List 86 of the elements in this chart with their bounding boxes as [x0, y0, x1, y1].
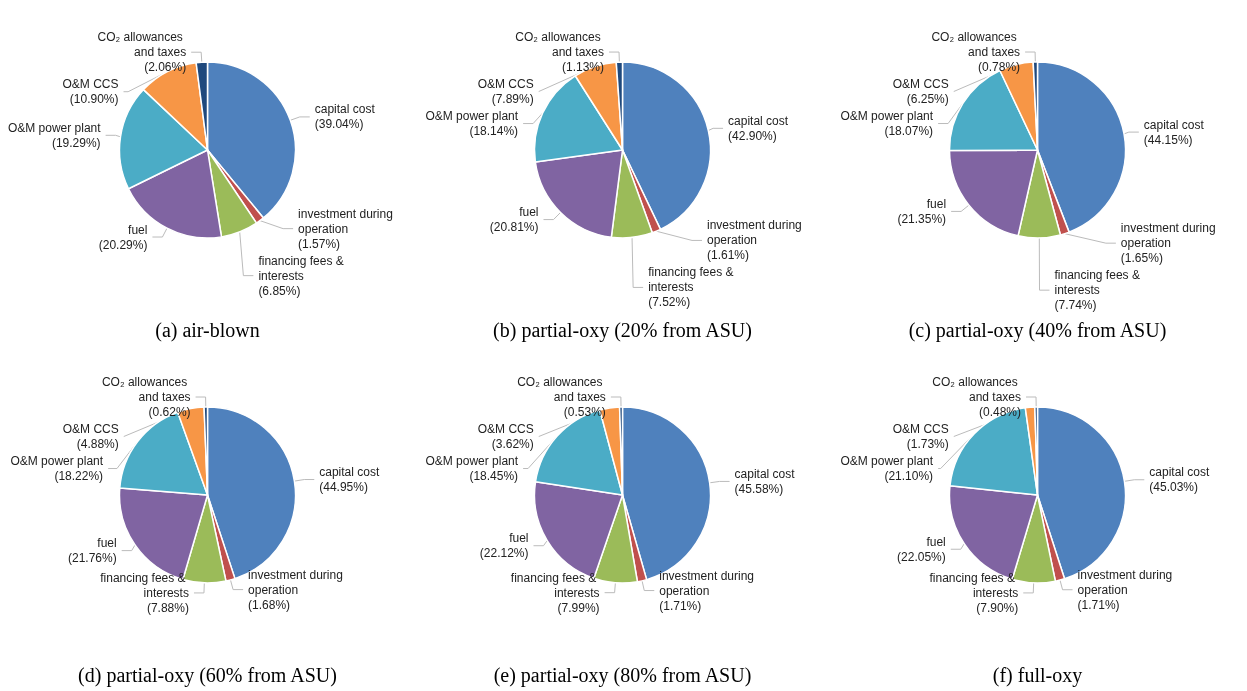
slice-label: investment during operation [1120, 221, 1219, 251]
slice-label: CO₂ allowances and taxes [97, 30, 187, 60]
text: (c) partial-oxy (40% from ASU) [908, 319, 1167, 342]
slice-label: capital cost [314, 102, 376, 117]
slice-label: investment during operation [1077, 567, 1176, 597]
slice-label: capital cost [319, 465, 380, 480]
slice-label: capital cost [734, 466, 796, 481]
text: (a) air-blown [155, 319, 260, 342]
slice-label: fuel [128, 222, 148, 237]
slice-label: financing fees & interests [1054, 268, 1144, 298]
data-label: (3.62%) [491, 437, 534, 452]
data-label: (18.07%) [884, 124, 934, 139]
slice-label: CO₂ allowances and taxes [517, 375, 606, 405]
slice-label: CO₂ allowances and taxes [932, 375, 1022, 405]
data-label: (44.95%) [319, 480, 368, 495]
slice-label: O&M power plant [425, 109, 519, 124]
data-label: (22.05%) [897, 549, 946, 564]
slice-label: CO₂ allowances and taxes [931, 30, 1021, 60]
slice-label: financing fees & interests [648, 265, 737, 295]
data-label: (1.71%) [659, 598, 702, 613]
data-label: (39.04%) [314, 117, 364, 132]
data-label: (18.45%) [469, 469, 519, 484]
slice-label: O&M CCS [892, 422, 949, 437]
data-label: (1.71%) [1077, 597, 1120, 612]
data-label: (18.22%) [54, 469, 104, 484]
data-label: (7.88%) [146, 600, 189, 615]
data-label: (1.73%) [906, 437, 949, 452]
slice-label: O&M CCS [62, 77, 119, 92]
slice-label: fuel [519, 205, 539, 220]
data-label: (44.15%) [1143, 132, 1193, 147]
data-label: (18.14%) [469, 124, 519, 139]
data-label: (0.62%) [148, 405, 191, 420]
text: (b) partial-oxy (20% from ASU) [493, 319, 752, 342]
slice-label: O&M power plant [10, 454, 104, 469]
data-label: (45.03%) [1149, 480, 1199, 495]
slice-label: investment during operation [707, 218, 806, 248]
slice-label: fuel [926, 534, 946, 549]
data-label: (6.25%) [906, 92, 949, 107]
data-label: (7.99%) [557, 600, 600, 615]
slice-label: capital cost [1143, 117, 1205, 132]
data-label: (2.06%) [144, 60, 187, 75]
text: (e) partial-oxy (80% from ASU) [493, 664, 752, 687]
slice-label: investment during operation [298, 206, 397, 236]
data-label: (1.65%) [1120, 251, 1163, 266]
data-label: (21.35%) [897, 211, 947, 226]
slice-label: O&M CCS [477, 77, 534, 92]
data-label: (7.74%) [1054, 298, 1097, 313]
data-label: (4.88%) [76, 437, 119, 452]
data-label: (19.29%) [51, 135, 101, 150]
slice-label: investment during operation [659, 568, 758, 598]
data-label: (20.81%) [489, 220, 539, 235]
data-label: (6.85%) [258, 283, 301, 298]
data-label: (0.53%) [563, 405, 606, 420]
text: (f) full-oxy [992, 664, 1083, 687]
data-label: (20.29%) [98, 237, 148, 252]
slice-label: financing fees & interests [258, 253, 348, 283]
slice-label: O&M power plant [840, 109, 934, 124]
slice-label: capital cost [1149, 465, 1210, 480]
slice-label: fuel [926, 196, 947, 211]
data-label: (22.12%) [479, 546, 529, 561]
slice-label: O&M CCS [477, 422, 534, 437]
slice-label: fuel [97, 536, 117, 551]
slice-label: O&M power plant [840, 454, 934, 469]
data-label: (45.58%) [734, 481, 784, 496]
data-label: (7.89%) [491, 92, 534, 107]
data-label: (0.78%) [978, 60, 1021, 75]
text: (d) partial-oxy (60% from ASU) [78, 664, 337, 687]
slice-label: capital cost [728, 113, 789, 128]
slice-label: O&M power plant [7, 120, 102, 135]
slice-label: CO₂ allowances and taxes [515, 30, 605, 60]
data-label: (21.76%) [67, 551, 117, 566]
data-label: (1.57%) [298, 236, 341, 251]
slice-label: O&M CCS [892, 77, 949, 92]
data-label: (1.68%) [248, 597, 291, 612]
data-label: (7.52%) [648, 295, 691, 310]
slice-label: O&M CCS [62, 422, 119, 437]
slice-label: fuel [509, 531, 529, 546]
slice-label: investment during operation [248, 567, 347, 597]
data-label: (21.10%) [884, 469, 934, 484]
data-label: (1.13%) [561, 60, 605, 75]
slice-label: CO₂ allowances and taxes [101, 375, 191, 405]
data-label: (42.90%) [728, 128, 777, 143]
data-label: (7.90%) [976, 600, 1019, 615]
slice-label: O&M power plant [425, 454, 519, 469]
data-label: (1.61%) [707, 248, 750, 263]
data-label: (10.90%) [69, 92, 119, 107]
